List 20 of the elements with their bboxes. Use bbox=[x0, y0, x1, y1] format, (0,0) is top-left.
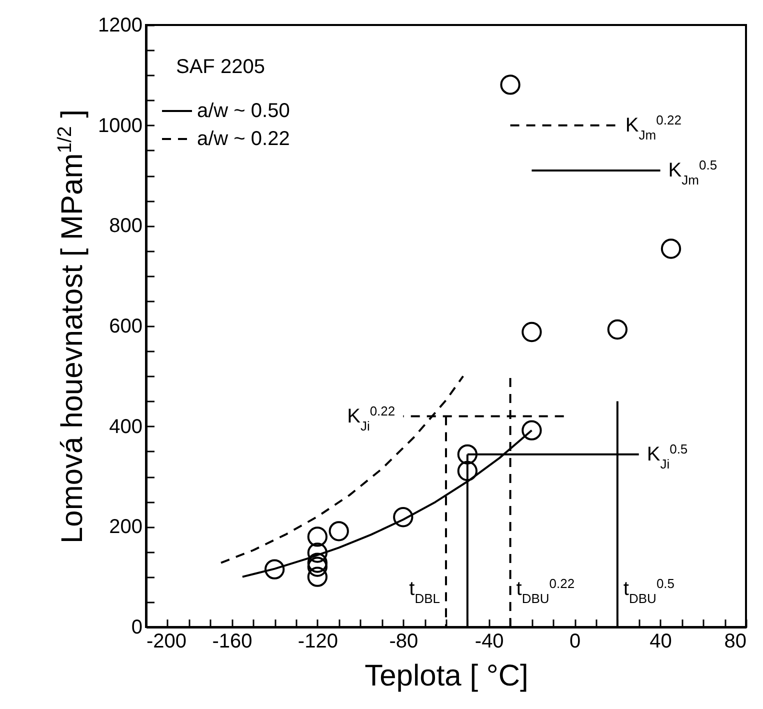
y-tick-label: 200 bbox=[109, 516, 142, 538]
x-tick-label: -160 bbox=[212, 630, 252, 652]
x-tick-label: -200 bbox=[146, 630, 187, 652]
y-tick-label: 800 bbox=[109, 215, 142, 238]
y-tick-label: 1200 bbox=[98, 14, 142, 36]
legend-label: a/w ~ 0.22 bbox=[197, 128, 290, 150]
legend-label: a/w ~ 0.50 bbox=[197, 100, 290, 122]
x-tick-label: -80 bbox=[389, 630, 418, 652]
y-tick-label: 0 bbox=[131, 616, 142, 638]
x-tick-label: 0 bbox=[570, 630, 581, 652]
x-tick-label: 80 bbox=[724, 630, 746, 652]
annotation: SAF 2205 bbox=[176, 56, 265, 78]
y-tick-label: 600 bbox=[109, 316, 142, 338]
series-label: t$_{DBL}$ bbox=[409, 578, 440, 606]
x-tick-label: 40 bbox=[650, 630, 672, 652]
x-tick-label: -120 bbox=[298, 630, 338, 652]
x-tick-label: -40 bbox=[474, 630, 504, 652]
y-tick-label: 400 bbox=[109, 416, 142, 438]
y-tick-label: 1000 bbox=[98, 114, 142, 137]
x-axis-title: Teplota [ °C] bbox=[364, 660, 528, 692]
